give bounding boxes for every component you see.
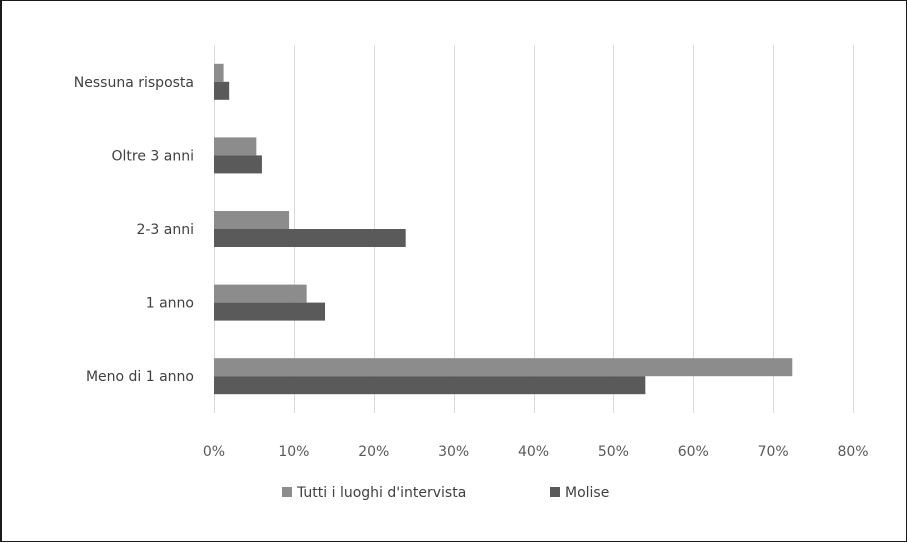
gridlines xyxy=(214,45,854,413)
bar xyxy=(214,284,307,303)
bars xyxy=(214,63,793,395)
x-tick-label: 20% xyxy=(358,444,389,460)
category-labels: Nessuna risposta Oltre 3 anni 2-3 anni 1 an… xyxy=(74,75,194,385)
x-tick-label: 0% xyxy=(203,444,225,460)
bar xyxy=(214,63,224,82)
x-tick-label: 70% xyxy=(758,444,789,460)
x-tick-label: 10% xyxy=(278,444,309,460)
x-tick-label: 80% xyxy=(837,444,868,460)
x-tick-label: 40% xyxy=(518,444,549,460)
bar xyxy=(214,376,646,395)
category-label: Oltre 3 anni xyxy=(112,148,194,164)
x-tick-label: 50% xyxy=(598,444,629,460)
bar xyxy=(214,81,230,100)
bar xyxy=(214,358,793,377)
bar xyxy=(214,229,406,247)
legend: Tutti i luoghi d'intervista Molise xyxy=(282,485,609,501)
category-label: 1 anno xyxy=(146,296,194,312)
category-label: 2-3 anni xyxy=(136,222,194,238)
legend-swatch xyxy=(550,487,560,497)
x-tick-labels: 0% 10% 20% 30% 40% 50% 60% 70% 80% xyxy=(203,444,869,460)
legend-swatch xyxy=(282,487,292,497)
bar xyxy=(214,302,326,321)
x-tick-label: 60% xyxy=(678,444,709,460)
bar xyxy=(214,155,262,174)
bar xyxy=(214,211,290,229)
bar xyxy=(214,137,257,156)
legend-label: Tutti i luoghi d'intervista xyxy=(296,485,466,501)
category-label: Nessuna risposta xyxy=(74,75,194,91)
x-tick-label: 30% xyxy=(438,444,469,460)
category-label: Meno di 1 anno xyxy=(86,369,194,385)
legend-label: Molise xyxy=(565,485,609,501)
